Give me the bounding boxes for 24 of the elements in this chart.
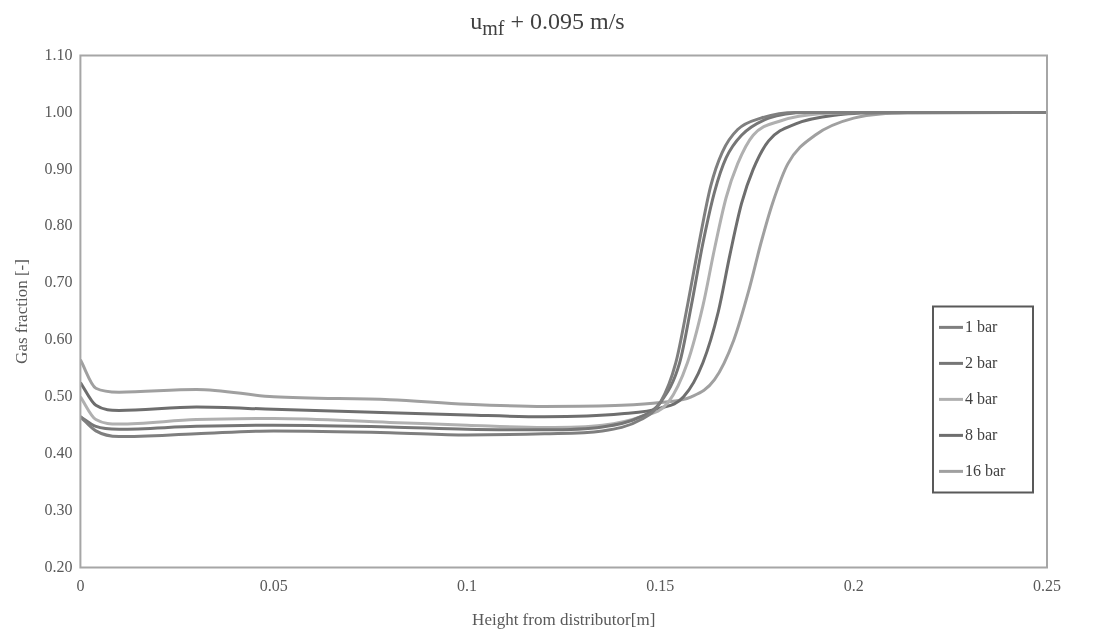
- x-tick-label: 0: [76, 577, 85, 595]
- x-axis-title: Height from distributor[m]: [472, 610, 656, 630]
- legend-label: 2 bar: [965, 353, 999, 371]
- y-tick-label: 0.20: [44, 557, 73, 575]
- x-tick-label: 0.05: [259, 577, 288, 595]
- x-tick-label: 0.15: [646, 577, 675, 595]
- y-tick-label: 0.50: [44, 387, 73, 404]
- y-tick-label: 0.80: [44, 216, 73, 234]
- y-tick-label: 0.60: [44, 330, 73, 348]
- legend-label: 8 bar: [965, 425, 999, 443]
- legend-label: 1 bar: [965, 317, 999, 335]
- chart-title: u$_{mf}$ + 0.095 m/s: [469, 8, 626, 39]
- y-axis-title: Gas fraction [-]: [11, 259, 31, 364]
- y-tick-label: 0.40: [44, 443, 73, 461]
- x-tick-label: 0.2: [843, 577, 864, 595]
- y-tick-label: 1.10: [44, 45, 73, 63]
- legend-label: 4 bar: [965, 389, 999, 407]
- y-tick-label: 1.00: [44, 102, 73, 120]
- x-tick-label: 0.25: [1033, 577, 1061, 595]
- y-tick-label: 0.90: [44, 159, 73, 177]
- legend-label: 16 bar: [965, 461, 1007, 479]
- x-tick-label: 0.1: [457, 577, 478, 595]
- y-tick-label: 0.70: [44, 273, 73, 291]
- y-tick-label: 0.30: [44, 500, 73, 518]
